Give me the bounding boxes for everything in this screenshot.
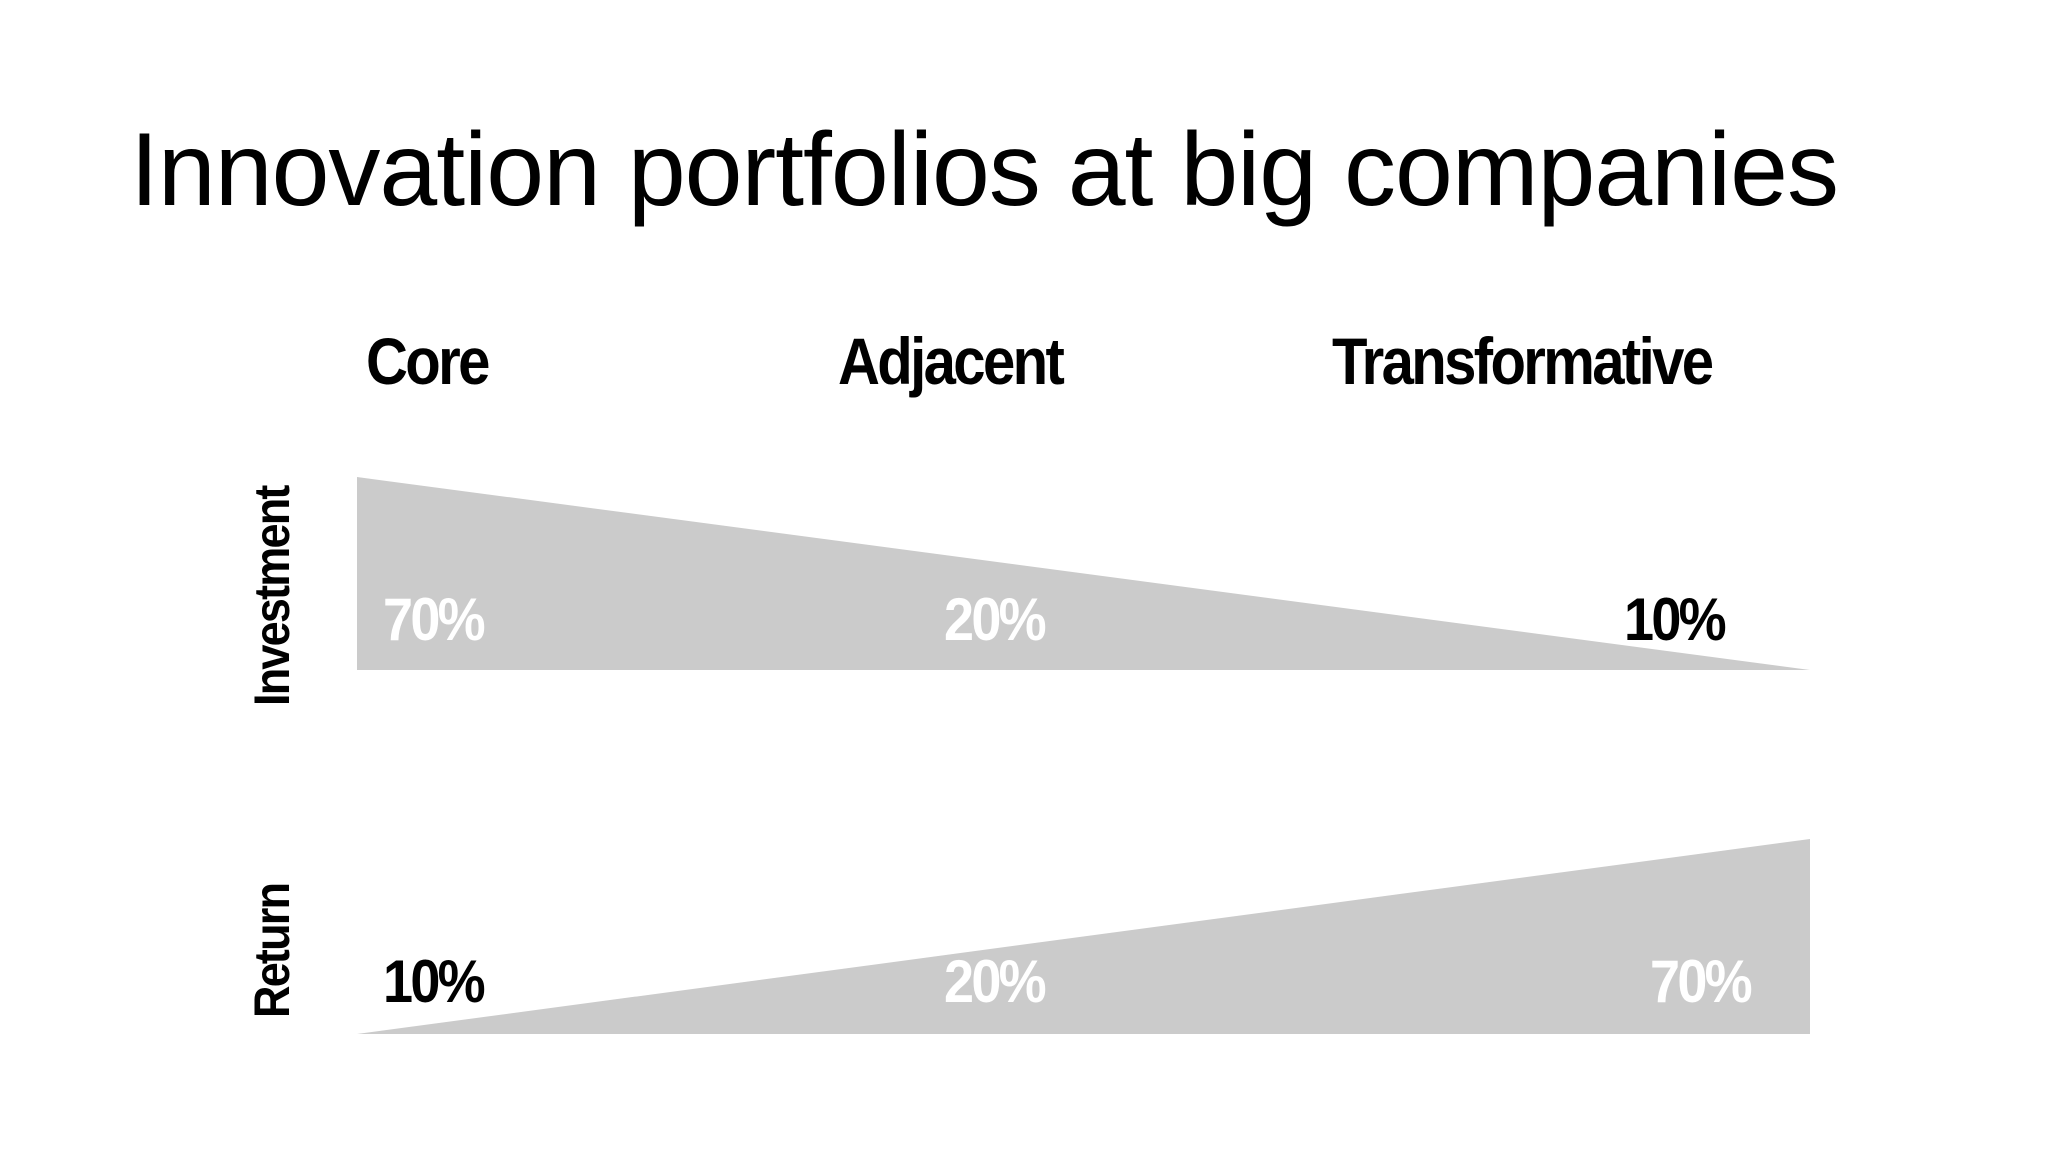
column-heading-core: Core bbox=[366, 324, 490, 398]
investment-adjacent-percent: 20% bbox=[944, 586, 1047, 653]
return-transformative-percent: 70% bbox=[1650, 948, 1753, 1015]
return-wedge bbox=[357, 839, 1810, 1034]
investment-core-percent: 70% bbox=[383, 586, 486, 653]
investment-transformative-percent: 10% bbox=[1624, 586, 1727, 653]
slide-title: Innovation portfolios at big companies bbox=[130, 112, 1839, 228]
investment-wedge bbox=[357, 477, 1810, 670]
return-core-percent: 10% bbox=[383, 948, 486, 1015]
return-adjacent-percent: 20% bbox=[944, 948, 1047, 1015]
column-heading-adjacent: Adjacent bbox=[838, 324, 1065, 398]
column-heading-transformative: Transformative bbox=[1332, 324, 1714, 398]
